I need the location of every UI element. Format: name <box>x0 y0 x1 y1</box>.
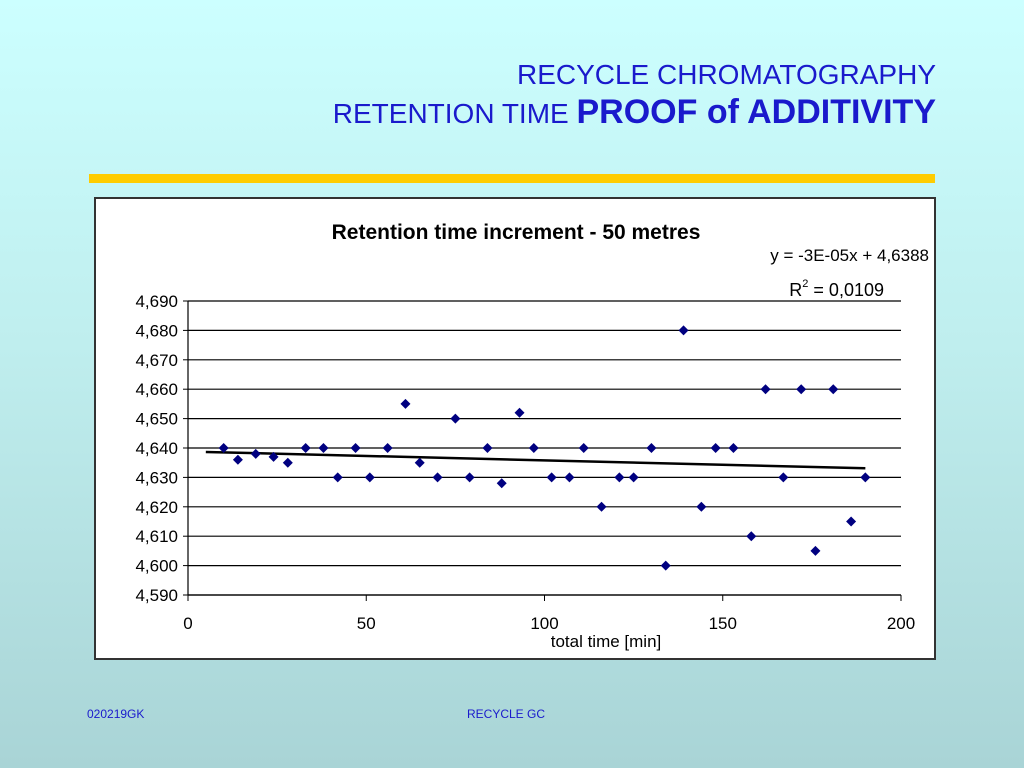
data-point <box>514 407 525 418</box>
r-squared-value: = 0,0109 <box>808 280 884 300</box>
slide-title-line1: RECYCLE CHROMATOGRAPHY <box>516 59 936 90</box>
data-point <box>350 443 361 453</box>
y-tick-label: 4,670 <box>135 351 178 370</box>
data-point <box>528 443 539 453</box>
chart-title: Retention time increment - 50 metres <box>332 221 701 244</box>
y-tick-label: 4,640 <box>135 439 178 458</box>
data-point <box>760 384 771 395</box>
data-point <box>482 443 493 453</box>
y-tick-label: 4,630 <box>135 468 178 487</box>
r-squared-prefix: R <box>789 280 802 300</box>
y-tick-labels: 4,590 4,600 4,610 4,620 4,630 4,640 4,650 4,660… <box>135 292 178 605</box>
chart-container: Retention time increment - 50 metres y =… <box>94 197 936 660</box>
data-point <box>268 451 279 462</box>
x-tick-label: 100 <box>530 614 558 633</box>
x-tick-label: 50 <box>357 614 376 633</box>
data-point <box>796 384 807 395</box>
data-point <box>646 443 657 453</box>
data-point <box>364 472 375 483</box>
y-tick-label: 4,610 <box>135 527 178 546</box>
x-axis-label: total time [min] <box>551 632 662 651</box>
data-point <box>432 472 443 483</box>
trendline-equation: y = -3E-05x + 4,6388 <box>770 246 929 265</box>
data-point <box>318 443 329 453</box>
data-point <box>778 472 789 483</box>
data-point <box>596 501 607 512</box>
data-point <box>860 472 871 483</box>
data-point <box>678 325 689 336</box>
slide-title-bold: PROOF of ADDITIVITY <box>576 93 936 132</box>
footer-code: 020219GK <box>87 707 145 721</box>
y-tick-label: 4,680 <box>135 321 178 340</box>
data-point <box>578 443 589 453</box>
data-point <box>250 448 261 459</box>
data-point <box>746 531 757 542</box>
data-point <box>810 545 821 556</box>
x-tick-labels: 0 50 100 150 200 <box>183 614 915 633</box>
data-point <box>232 454 243 465</box>
data-point <box>628 472 639 483</box>
x-tick-label: 150 <box>709 614 737 633</box>
data-point <box>614 472 625 483</box>
data-point <box>696 501 707 512</box>
slide-title-line2: RETENTION TIME PROOF of ADDITIVITY <box>136 92 936 133</box>
y-tick-label: 4,690 <box>135 292 178 311</box>
slide-title: RECYCLE CHROMATOGRAPHY RETENTION TIME PR… <box>136 58 936 134</box>
data-point <box>828 384 839 395</box>
data-point <box>464 472 475 483</box>
data-point <box>450 413 461 424</box>
footer-title: RECYCLE GC <box>467 707 546 721</box>
r-squared-label: R2 = 0,0109 <box>789 278 884 300</box>
y-tick-label: 4,650 <box>135 410 178 429</box>
data-point <box>332 472 343 483</box>
axes <box>183 300 902 601</box>
x-tick-label: 200 <box>887 614 915 633</box>
scatter-chart: Retention time increment - 50 metres y =… <box>135 221 929 651</box>
data-point <box>710 443 721 453</box>
data-point <box>414 457 425 468</box>
data-point <box>300 443 311 453</box>
r-squared-sup: 2 <box>802 278 808 290</box>
data-point <box>382 443 393 453</box>
slide-title-normal: RETENTION TIME <box>332 98 569 130</box>
data-point <box>218 443 229 453</box>
title-divider <box>89 174 935 183</box>
data-point <box>400 398 411 409</box>
data-point <box>728 443 739 453</box>
data-point <box>496 478 507 489</box>
trendline <box>205 450 866 470</box>
data-point <box>546 472 557 483</box>
grid-lines <box>188 300 901 596</box>
data-point <box>846 516 857 527</box>
data-point <box>282 457 293 468</box>
data-points <box>218 325 871 571</box>
y-tick-label: 4,620 <box>135 498 178 517</box>
y-tick-label: 4,600 <box>135 557 178 576</box>
x-tick-label: 0 <box>183 614 192 633</box>
y-tick-label: 4,660 <box>135 380 178 399</box>
data-point <box>564 472 575 483</box>
y-tick-label: 4,590 <box>135 586 178 605</box>
trendline-path <box>205 450 866 470</box>
data-point <box>660 560 671 571</box>
